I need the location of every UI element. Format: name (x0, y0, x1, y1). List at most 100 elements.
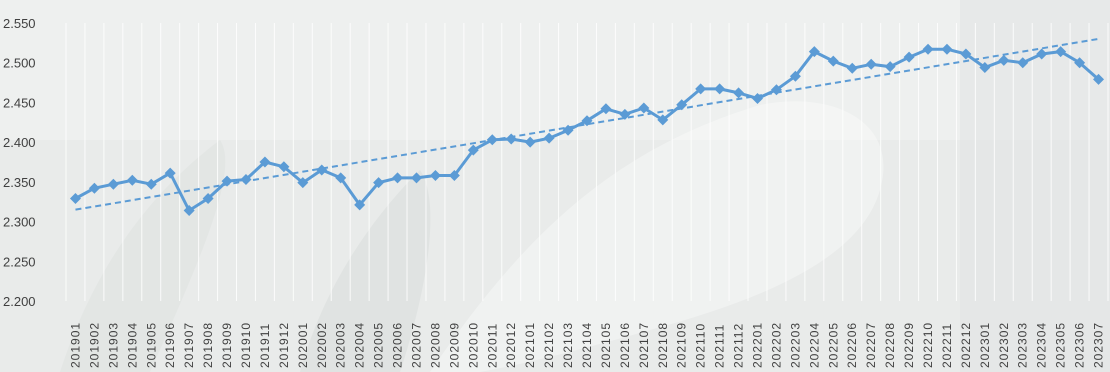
y-axis: 2.200 2.250 2.300 2.350 2.400 2.450 2.500 2.550 (3, 16, 36, 309)
data-point (998, 54, 1010, 66)
data-point (543, 132, 555, 144)
data-point (429, 170, 441, 182)
y-tick-label: 2.400 (3, 135, 36, 150)
data-point (202, 193, 214, 205)
data-point (467, 144, 479, 156)
x-tick-label: 202303 (1016, 322, 1030, 368)
data-point (903, 51, 915, 63)
data-point (107, 178, 119, 190)
x-tick-label: 201912 (277, 322, 291, 368)
x-tick-label: 202110 (694, 323, 708, 368)
x-tick-label: 202204 (807, 322, 821, 368)
x-tick-label: 202203 (788, 322, 802, 368)
data-point (335, 172, 347, 184)
data-point (581, 115, 593, 127)
data-point (1093, 73, 1105, 85)
x-axis: 201901 201902 201903 201904 201905 201906 2019… (68, 322, 1105, 368)
data-point (354, 199, 366, 211)
data-point (884, 61, 896, 73)
x-tick-label: 201910 (239, 322, 253, 368)
x-tick-label: 202301 (978, 322, 992, 368)
x-tick-label: 202205 (826, 322, 840, 368)
data-point (960, 48, 972, 60)
data-point (562, 124, 574, 136)
x-tick-label: 202006 (391, 322, 405, 368)
x-tick-label: 202201 (751, 322, 765, 368)
x-tick-label: 202102 (542, 322, 556, 368)
y-tick-label: 2.550 (3, 16, 36, 31)
data-point (126, 174, 138, 186)
data-point (297, 177, 309, 189)
x-tick-label: 201911 (258, 323, 272, 368)
data-point (752, 92, 764, 104)
x-tick-label: 202104 (580, 322, 594, 368)
x-tick-label: 202212 (959, 322, 973, 368)
x-tick-label: 202302 (997, 322, 1011, 368)
data-point (373, 177, 385, 189)
x-tick-label: 202202 (769, 322, 783, 368)
x-tick-label: 202206 (845, 322, 859, 368)
data-point (505, 133, 517, 145)
x-tick-label: 201906 (163, 322, 177, 368)
x-tick-label: 202109 (675, 322, 689, 368)
data-point (183, 204, 195, 216)
data-point (619, 108, 631, 120)
x-tick-label: 202009 (447, 322, 461, 368)
x-tick-label: 201909 (220, 322, 234, 368)
x-tick-label: 202002 (315, 322, 329, 368)
x-tick-label: 202105 (599, 322, 613, 368)
x-tick-label: 202208 (883, 322, 897, 368)
y-tick-label: 2.500 (3, 56, 36, 71)
data-point (221, 175, 233, 187)
data-point (865, 58, 877, 70)
x-tick-label: 202112 (732, 323, 746, 368)
series-markers (69, 43, 1105, 216)
x-tick-label: 202010 (466, 322, 480, 368)
x-tick-label: 202103 (561, 322, 575, 368)
data-point (486, 134, 498, 146)
x-tick-label: 202101 (523, 322, 537, 368)
data-point (827, 55, 839, 67)
x-tick-label: 201905 (144, 322, 158, 368)
x-tick-label: 202003 (334, 322, 348, 368)
data-point (145, 178, 157, 190)
data-point (638, 102, 650, 114)
data-point (770, 84, 782, 96)
data-point (714, 83, 726, 95)
data-point (240, 173, 252, 185)
data-point (316, 164, 328, 176)
data-point (259, 156, 271, 168)
x-tick-label: 202304 (1035, 322, 1049, 368)
data-point (979, 61, 991, 73)
y-tick-label: 2.450 (3, 95, 36, 110)
x-tick-label: 202011 (485, 323, 499, 368)
x-tick-label: 201904 (125, 322, 139, 368)
x-tick-label: 202107 (637, 322, 651, 368)
data-point (657, 114, 669, 126)
x-tick-label: 202008 (428, 322, 442, 368)
x-tick-label: 201908 (201, 322, 215, 368)
data-point (846, 62, 858, 74)
x-tick-label: 202210 (921, 322, 935, 368)
data-point (524, 136, 536, 148)
x-tick-label: 202001 (296, 322, 310, 368)
data-point (695, 83, 707, 95)
data-point (88, 182, 100, 194)
x-tick-label: 202305 (1054, 322, 1068, 368)
y-tick-label: 2.300 (3, 215, 36, 230)
data-point (676, 99, 688, 111)
x-tick-label: 202211 (940, 323, 954, 368)
data-point (922, 43, 934, 55)
data-point (1036, 48, 1048, 60)
data-point (733, 87, 745, 99)
data-point (69, 193, 81, 205)
x-tick-label: 202108 (656, 322, 670, 368)
data-point (941, 43, 953, 55)
x-tick-label: 201901 (68, 322, 82, 368)
data-point (410, 172, 422, 184)
data-point (1055, 46, 1067, 58)
y-tick-label: 2.250 (3, 254, 36, 269)
data-point (808, 46, 820, 58)
x-tick-label: 202012 (504, 322, 518, 368)
x-tick-label: 201902 (87, 322, 101, 368)
